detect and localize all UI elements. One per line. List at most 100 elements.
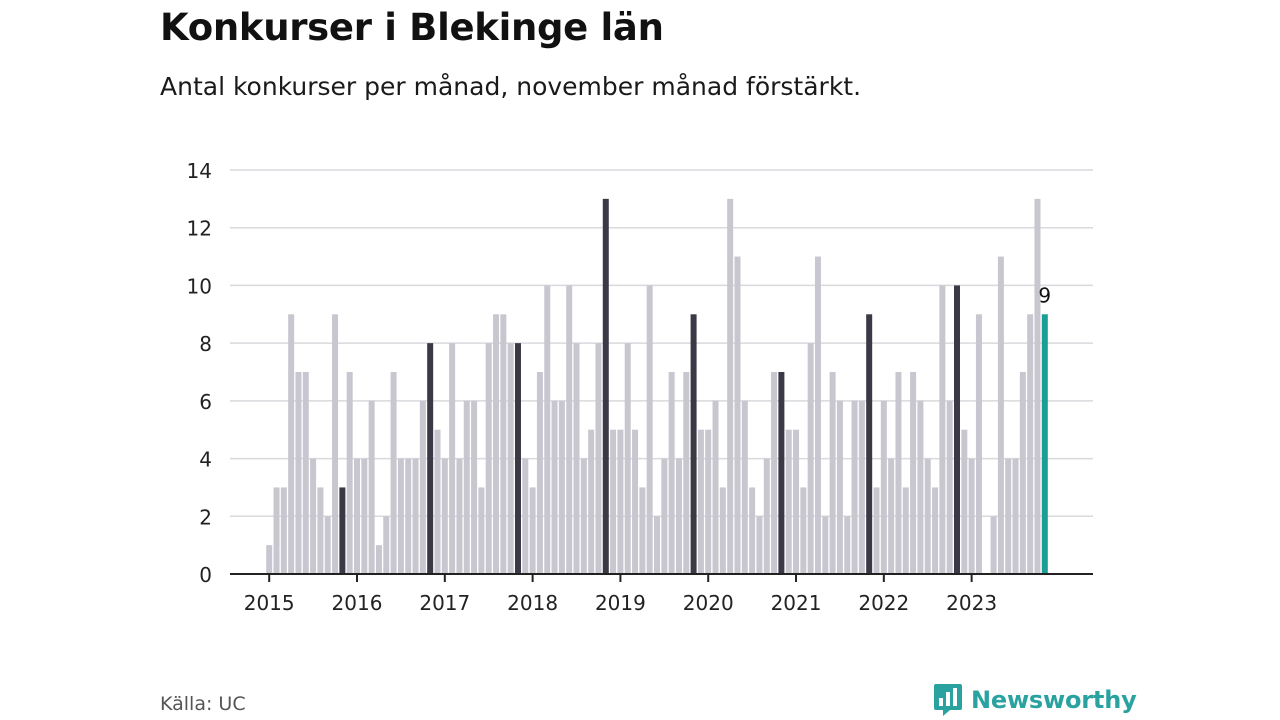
bar-november [514,343,521,574]
bar [412,458,419,574]
bar [624,343,631,574]
x-tick-label: 2020 [683,591,734,615]
bar [273,487,280,574]
bar [741,400,748,574]
bar [610,429,617,574]
bar [946,400,953,574]
bar [968,458,975,574]
bar [771,372,778,574]
bar [595,343,602,574]
bar [507,343,514,574]
brand-logo: Newsworthy [933,683,1137,717]
bar-november [602,198,609,575]
bar [646,285,653,574]
bar-chart: 0 2 4 6 8 10 12 14 2015 2016 2017 2018 2019 2020 2021… [187,159,1093,615]
bar [346,372,353,574]
bar-november [339,487,346,574]
y-tick-labels: 0 2 4 6 8 10 12 14 [187,159,212,587]
bar [1005,458,1012,574]
bar-november [427,343,434,574]
bar [354,458,360,574]
bar [310,458,317,574]
bar [544,285,551,574]
bar [529,487,536,574]
bar [390,372,397,574]
bar [873,487,880,574]
bar [822,516,829,574]
bar [383,516,390,574]
bar [829,372,836,574]
y-tick-label: 0 [199,563,212,587]
bar [851,400,858,574]
bar-latest [1041,314,1048,574]
bar [573,343,580,574]
source-label: Källa: UC [160,693,246,715]
bar-november [954,285,960,574]
bar [917,400,924,574]
bar [441,458,448,574]
bar [478,487,485,574]
bar [712,400,719,574]
bar [1027,314,1034,574]
bar [814,256,821,574]
bar [266,545,273,574]
bar [858,400,865,574]
bar [793,429,800,574]
bar [785,429,792,574]
bar [734,256,741,574]
bar [1034,198,1041,575]
bar [419,400,426,574]
x-tick-label: 2016 [332,591,383,615]
bar [961,429,968,574]
x-tick-label: 2018 [507,591,558,615]
bar [580,458,587,574]
bar [558,400,565,574]
bar [902,487,909,574]
bar [661,458,668,574]
x-tick-label: 2021 [771,591,822,615]
bar [719,487,726,574]
bar [368,400,375,574]
data-label: 9 [1038,283,1051,307]
bar [668,372,675,574]
bar [536,372,543,574]
y-tick-label: 8 [199,332,212,356]
bar [749,487,756,574]
y-tick-label: 12 [187,217,212,241]
bar [932,487,939,574]
bar [654,516,660,574]
bar [397,458,404,574]
bar [639,487,646,574]
bar [405,458,412,574]
bar [456,458,463,574]
x-tick-label: 2022 [858,591,909,615]
bar [756,516,763,574]
x-tick-label: 2019 [595,591,646,615]
bar [836,400,843,574]
bar [588,429,595,574]
annotations: 9 [1038,283,1051,307]
bar [975,314,982,574]
bar [632,429,639,574]
y-tick-label: 14 [187,159,212,183]
chart-title: Konkurser i Blekinge län [160,6,664,49]
bar [939,285,946,574]
y-tick-label: 10 [187,274,212,298]
bar-november [778,372,785,574]
bar [500,314,507,574]
y-tick-label: 6 [199,390,212,414]
bar [288,314,295,574]
bars [266,198,1048,575]
bar [449,343,456,574]
bar [895,372,902,574]
bar [493,314,500,574]
bar [683,372,690,574]
bar [800,487,807,574]
bar [807,343,814,574]
bar [880,400,887,574]
y-tick-label: 2 [199,505,212,529]
newsworthy-logo-icon [934,684,962,716]
brand-name: Newsworthy [971,686,1137,714]
bar [361,458,368,574]
bar [434,429,441,574]
